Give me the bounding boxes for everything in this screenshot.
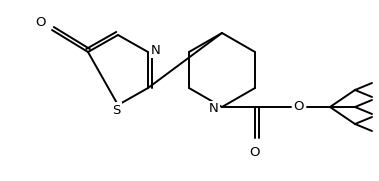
- Text: S: S: [112, 104, 120, 117]
- Text: O: O: [35, 16, 45, 28]
- Text: N: N: [209, 102, 219, 115]
- Text: N: N: [151, 43, 161, 56]
- Text: O: O: [294, 100, 304, 113]
- Text: O: O: [250, 146, 260, 159]
